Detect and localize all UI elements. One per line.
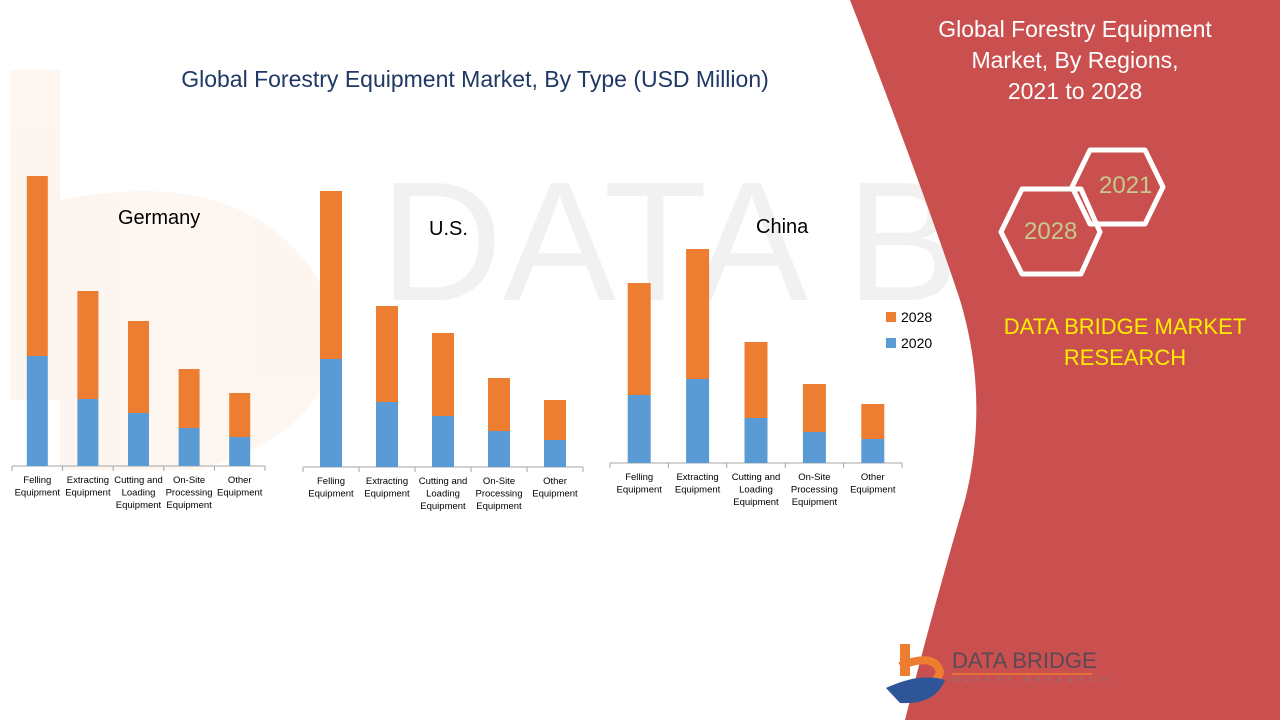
bar-2020-extracting-equipment [376,402,398,467]
regions-title: Global Forestry Equipment Market, By Reg… [905,14,1245,107]
bar-2028-extracting-equipment [686,249,710,379]
legend-label: 2020 [901,335,933,351]
bar-2028-on-site-processing-equipment [802,384,826,432]
chart-title-germany: Germany [118,207,201,229]
chart-china: Felling Equipment Extracting Equipment Cutti… [609,249,903,508]
regions-title-line: 2021 to 2028 [1007,78,1143,104]
hex-label-2021: 2021 [1099,172,1153,199]
red-panel [850,0,1280,720]
x-tick-label: Other Equipment [217,475,263,499]
bar-2020-on-site-processing-equipment [488,431,510,467]
x-tick-label: Extracting Equipment [675,472,721,496]
bar-2020-other-equipment [229,437,251,466]
x-tick-label: On-Site Processing Equipment [791,472,838,508]
logo-name: DATA BRIDGE [952,648,1097,673]
bar-2028-other-equipment [861,404,885,439]
bar-2028-on-site-processing-equipment [178,369,200,428]
x-tick-label: Extracting Equipment [364,476,410,500]
legend-label: 2028 [901,309,933,325]
bar-2028-felling-equipment [627,283,651,395]
bar-2020-on-site-processing-equipment [178,428,200,466]
bar-2020-felling-equipment [627,395,651,463]
bar-2020-felling-equipment [320,359,342,467]
x-tick-label: Felling Equipment [616,472,662,496]
bar-2020-other-equipment [544,440,566,467]
legend: 2028 2020 [886,309,932,361]
x-tick-label: Extracting Equipment [65,475,111,499]
bar-2028-extracting-equipment [77,291,99,399]
legend-swatch-2020 [886,338,896,348]
brand-line: RESEARCH [1063,345,1187,370]
bar-2020-felling-equipment [26,356,48,466]
brand-line: DATA BRIDGE MARKET [1003,314,1247,339]
bar-2028-cutting-and-loading-equipment [432,333,454,416]
logo-tagline: MARKET RESEARCH [952,677,1112,684]
bar-2028-extracting-equipment [376,306,398,402]
hex-label-2028: 2028 [1024,218,1078,245]
logo-icon [886,644,945,704]
hexagon-2028 [998,186,1103,277]
main-title: Global Forestry Equipment Market, By Typ… [181,66,769,92]
bar-2028-other-equipment [229,393,251,437]
legend-item-2028: 2028 [886,309,932,325]
bar-2020-on-site-processing-equipment [802,432,826,463]
legend-swatch-2028 [886,312,896,322]
bar-2020-extracting-equipment [686,379,710,463]
x-tick-label: Cutting and Loading Equipment [419,476,468,512]
x-tick-label: Other Equipment [850,472,896,496]
bar-2020-cutting-and-loading-equipment [432,416,454,467]
x-tick-label: On-Site Processing Equipment [166,475,213,511]
x-tick-label: On-Site Processing Equipment [476,476,523,512]
x-tick-label: Other Equipment [532,476,578,500]
bar-2028-cutting-and-loading-equipment [128,321,149,413]
bar-2020-cutting-and-loading-equipment [128,413,149,466]
brand-text: DATA BRIDGE MARKET RESEARCH [985,311,1265,373]
chart-title-us: U.S. [429,218,468,240]
x-tick-label: Cutting and Loading Equipment [732,472,781,508]
chart-title-china: China [756,216,809,238]
x-tick-label: Felling Equipment [308,476,354,500]
bar-2020-other-equipment [861,439,885,463]
chart-us: Felling Equipment Extracting Equipment Cutti… [302,191,584,512]
regions-title-line: Market, By Regions, [971,47,1179,73]
legend-item-2020: 2020 [886,335,932,351]
x-tick-label: Cutting and Loading Equipment [114,475,163,511]
regions-title-line: Global Forestry Equipment [938,16,1212,42]
bar-2028-other-equipment [544,400,566,440]
bar-2020-extracting-equipment [77,399,99,466]
x-tick-label: Felling Equipment [15,475,61,499]
bar-2028-felling-equipment [320,191,342,359]
bar-2020-cutting-and-loading-equipment [744,418,768,463]
bar-2028-felling-equipment [26,176,48,356]
bar-2028-on-site-processing-equipment [488,378,510,431]
bar-2028-cutting-and-loading-equipment [744,342,768,418]
